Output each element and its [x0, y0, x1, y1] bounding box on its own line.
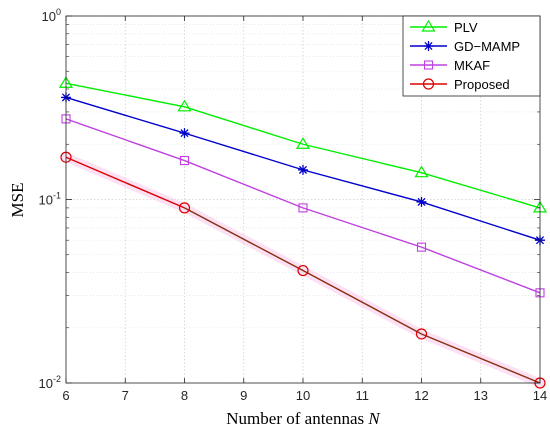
y-tick-labels: 10-2 10-1 100	[39, 7, 61, 391]
data-point-gd-mamp	[179, 128, 190, 139]
x-tick-label: 10	[296, 388, 310, 403]
series-line-proposed	[65, 156, 185, 209]
data-point-plv	[414, 165, 429, 178]
series-line-plv	[65, 82, 541, 209]
data-point-proposed	[415, 328, 428, 340]
y-axis-title: MSE	[8, 183, 27, 218]
x-axis-title: Number of antennas N	[226, 409, 381, 428]
x-tick-label: 6	[62, 388, 69, 403]
data-point-mkaf	[298, 203, 308, 213]
legend-label-proposed: Proposed	[454, 77, 510, 92]
legend-entry-gd-mamp: GD−MAMP	[410, 39, 520, 54]
grid	[65, 15, 541, 384]
series-lines	[58, 76, 548, 389]
y-tick-label: 10-1	[39, 191, 61, 208]
data-point-gd-mamp	[298, 164, 308, 175]
x-tick-labels: 6 7 8 9 10 11 12 13 14	[62, 388, 547, 403]
legend-label-gd-mamp: GD−MAMP	[454, 39, 520, 54]
x-tick-label: 9	[240, 388, 247, 403]
legend-label-plv: PLV	[454, 20, 478, 35]
y-tick-label: 10-2	[39, 374, 61, 391]
data-point-plv	[177, 99, 192, 112]
legend: PLV GD−MAMP MKAF Proposed	[402, 15, 541, 97]
legend-entry-plv: PLV	[410, 19, 478, 35]
y-tick-label: 100	[42, 7, 61, 24]
legend-box	[402, 15, 541, 97]
x-tick-label: 14	[533, 388, 547, 403]
data-point-gd-mamp	[416, 196, 427, 207]
data-point-proposed	[178, 202, 191, 214]
legend-label-mkaf: MKAF	[454, 58, 490, 73]
x-tick-label: 11	[356, 388, 370, 403]
legend-marker-gd-mamp	[423, 41, 434, 51]
x-tick-label: 12	[414, 388, 428, 403]
data-point-mkaf	[179, 156, 190, 166]
legend-marker-plv	[421, 19, 436, 32]
legend-entry-mkaf: MKAF	[410, 58, 490, 73]
data-point-plv	[295, 137, 311, 149]
axis-ticks	[65, 15, 541, 384]
x-tick-label: 7	[122, 388, 129, 403]
data-point-mkaf	[416, 242, 427, 252]
x-tick-label: 13	[474, 388, 488, 403]
legend-marker-mkaf	[423, 60, 434, 70]
x-tick-label: 8	[181, 388, 188, 403]
series-line-mkaf	[65, 118, 541, 294]
legend-entry-proposed: Proposed	[410, 77, 510, 92]
legend-marker-proposed	[422, 78, 435, 90]
series-line-proposed-tail	[184, 207, 541, 384]
data-point-proposed	[297, 264, 309, 277]
